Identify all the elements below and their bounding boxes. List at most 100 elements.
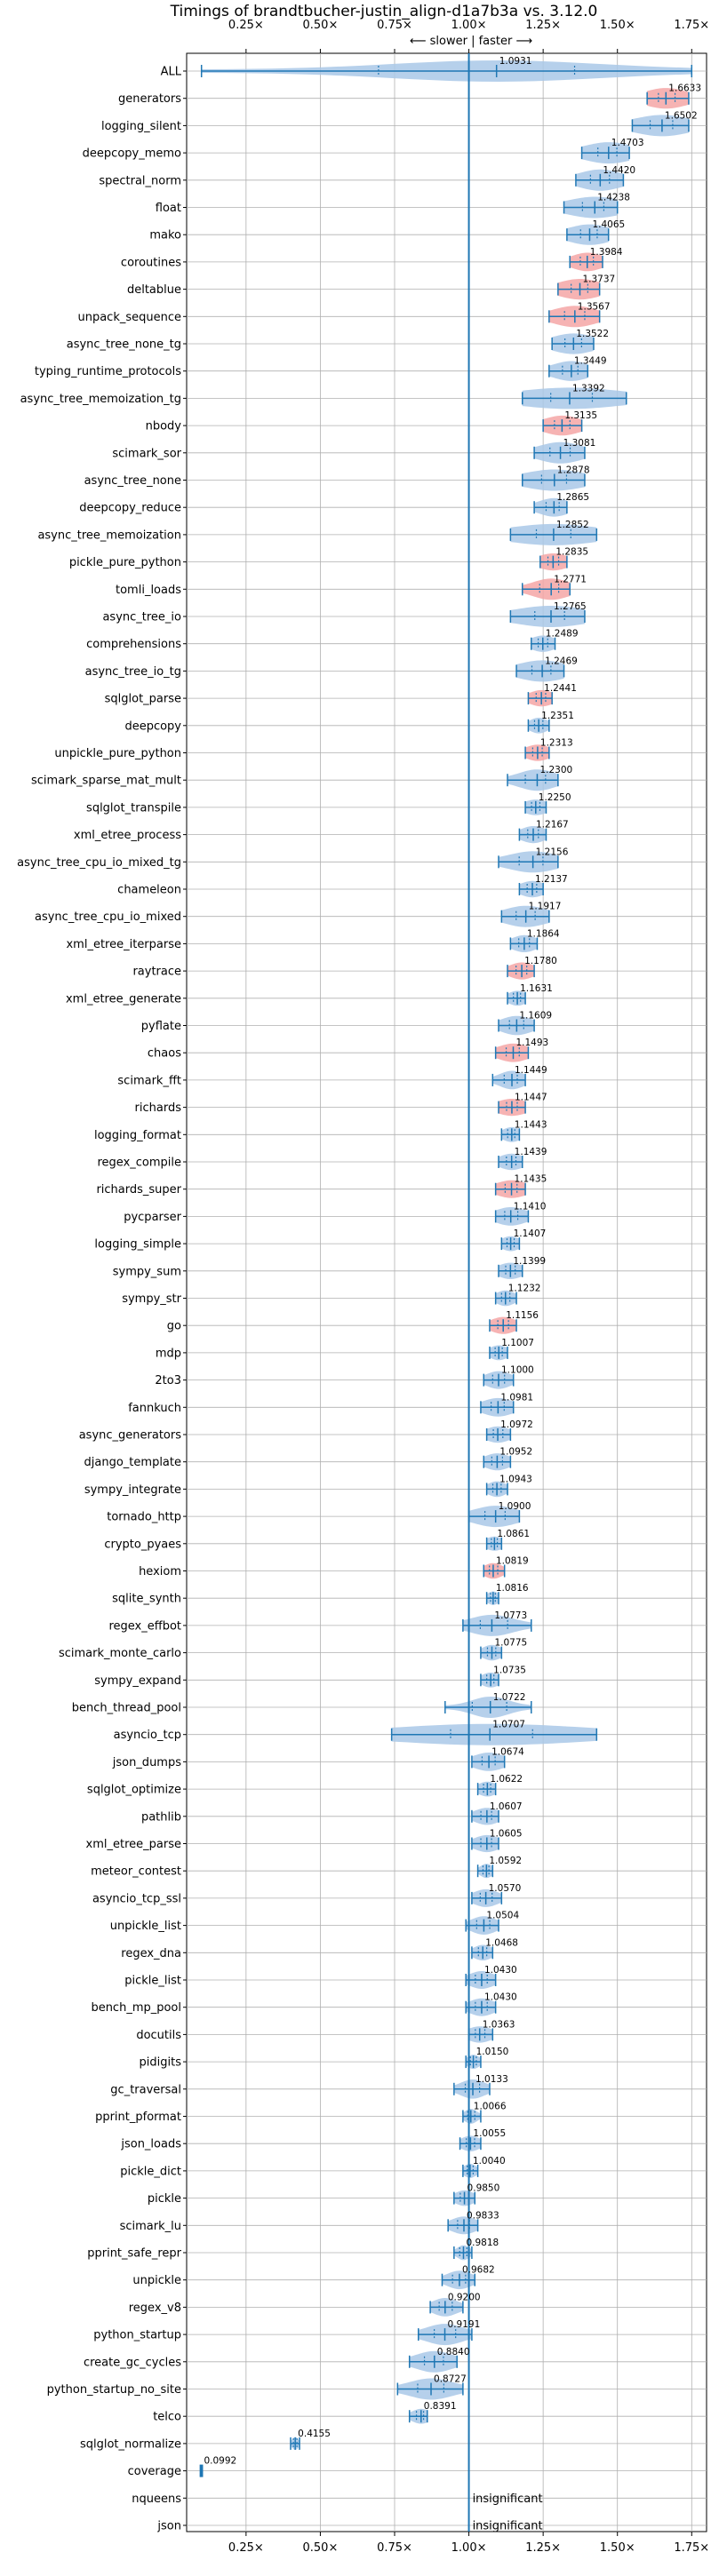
benchmark-label: unpickle_pure_python [54, 747, 181, 760]
violin-pathlib [471, 1808, 499, 1825]
value-label: 1.4703 [611, 138, 644, 148]
value-label: 1.3135 [564, 410, 597, 421]
value-label: 1.0952 [499, 1447, 532, 1458]
value-label: 1.2351 [541, 711, 574, 721]
benchmark-label: json_dumps [112, 1756, 181, 1769]
value-label: 1.6502 [665, 110, 698, 121]
value-label: 1.2167 [536, 820, 569, 831]
violin-regex_dna [471, 1944, 494, 1961]
violin-spectral_norm [575, 169, 625, 191]
benchmark-label: chameleon [117, 884, 181, 897]
violin-mako [566, 224, 610, 245]
violin-django_template [483, 1453, 512, 1471]
benchmark-label: scimark_lu [120, 2220, 181, 2233]
benchmark-label: xml_etree_generate [66, 992, 181, 1006]
value-label: 0.8727 [434, 2374, 467, 2385]
benchmark-label: sqlglot_transpile [86, 801, 181, 815]
x-tick-label-bottom: 0.50× [303, 2541, 339, 2555]
value-label: 0.9833 [467, 2210, 499, 2221]
value-label: 0.9191 [448, 2319, 481, 2330]
benchmark-label: pickle_list [124, 1975, 181, 1988]
value-label: 1.0066 [474, 2102, 507, 2112]
benchmark-label: async_tree_none [84, 474, 181, 488]
benchmark-label: spectral_norm [99, 174, 181, 187]
x-axis-top: 0.25× 0.50× 0.75× 1.00× 1.25× 1.50× 1.75× [228, 19, 709, 53]
value-label: 1.0607 [490, 1801, 523, 1812]
benchmark-label: create_gc_cycles [84, 2356, 181, 2369]
benchmark-label: async_tree_none_tg [67, 338, 181, 352]
benchmark-label: json [156, 2520, 181, 2533]
value-label: 1.3737 [582, 274, 615, 285]
benchmark-label: nbody [146, 420, 182, 433]
violin-logging_simple [500, 1236, 521, 1252]
value-label: 1.3984 [590, 247, 623, 258]
chart-subtitle: ⟵ slower | faster ⟶ [410, 35, 532, 48]
violin-async_tree_io [509, 606, 586, 627]
x-tick-label-top: 0.50× [303, 19, 339, 32]
violin-gc_traversal [453, 2079, 491, 2099]
violin-sympy_str [494, 1290, 517, 1307]
value-label: 1.1780 [524, 956, 557, 966]
benchmark-label: pycparser [124, 1211, 181, 1224]
value-label: 1.4420 [603, 165, 635, 176]
violin-bench_mp_pool [465, 1998, 497, 2016]
benchmark-label: pprint_pformat [95, 2111, 181, 2124]
benchmark-label: xml_etree_process [74, 829, 181, 842]
value-label: 1.0773 [494, 1610, 527, 1621]
value-label: 1.4065 [592, 219, 625, 230]
value-label: 1.2865 [556, 492, 589, 503]
value-label: 1.3392 [572, 383, 605, 394]
benchmark-label: scimark_monte_carlo [59, 1647, 181, 1660]
benchmark-label: xml_etree_parse [86, 1838, 181, 1851]
violin-unpickle_pure_python [524, 744, 550, 761]
benchmark-label: pickle_pure_python [69, 556, 181, 569]
value-label: 1.2300 [539, 765, 572, 775]
benchmark-label: deepcopy_memo [83, 147, 181, 161]
violin-docutils [467, 2026, 494, 2043]
plot-area [186, 52, 707, 2532]
x-tick-label-top: 1.50× [600, 19, 635, 32]
benchmark-label: async_generators [79, 1429, 182, 1443]
benchmark-label: tomli_loads [116, 584, 181, 597]
benchmark-label: go [167, 1320, 181, 1333]
benchmark-label: generators [118, 92, 181, 106]
violin-chameleon [518, 880, 544, 898]
value-label: 1.0931 [499, 56, 532, 67]
value-label: 0.9850 [467, 2183, 500, 2194]
value-label: 0.4155 [298, 2429, 331, 2439]
violin-pyflate [498, 1015, 535, 1036]
violin-async_tree_none [521, 469, 586, 491]
violin-create_gc_cycles [408, 2350, 458, 2373]
value-label: 1.0735 [493, 1665, 526, 1675]
value-label: 1.0605 [490, 1829, 523, 1840]
violin-scimark_monte_carlo [480, 1644, 503, 1661]
x-tick-label-top: 1.00× [451, 19, 487, 32]
x-tick-label-bottom: 0.25× [228, 2541, 264, 2555]
benchmark-label: typing_runtime_protocols [35, 365, 181, 378]
value-label: 1.1000 [501, 1365, 534, 1376]
violin-nbody [542, 415, 583, 436]
violin-deltablue [557, 279, 601, 300]
chart-title: Timings of brandtbucher-justin_align-d1a… [170, 3, 598, 20]
violin-logging_format [500, 1126, 521, 1142]
violin-scimark_sparse_mat_mult [507, 769, 559, 791]
value-label: 1.2771 [554, 574, 587, 584]
violin-python_startup [417, 2324, 473, 2346]
value-label: 0.8840 [437, 2347, 470, 2357]
benchmark-label: json_loads [120, 2138, 181, 2151]
benchmark-label: unpickle [132, 2274, 181, 2287]
benchmark-label: deepcopy [124, 720, 181, 733]
violin-regex_v8 [429, 2298, 464, 2317]
value-label: 1.4238 [597, 193, 630, 203]
value-label: 1.0722 [493, 1692, 526, 1703]
value-label: 1.3449 [574, 356, 607, 367]
insignificant-label: insignificant [473, 2520, 543, 2533]
value-label: 1.1435 [515, 1174, 547, 1185]
benchmark-label: sqlite_synth [112, 1593, 181, 1606]
benchmark-label: pyflate [141, 1020, 181, 1033]
benchmark-label: scimark_fft [117, 1074, 181, 1087]
benchmark-label: sqlglot_parse [105, 693, 181, 706]
value-label: 1.0150 [476, 2047, 509, 2057]
benchmark-label: meteor_contest [91, 1865, 181, 1879]
benchmark-label: 2to3 [155, 1374, 181, 1387]
